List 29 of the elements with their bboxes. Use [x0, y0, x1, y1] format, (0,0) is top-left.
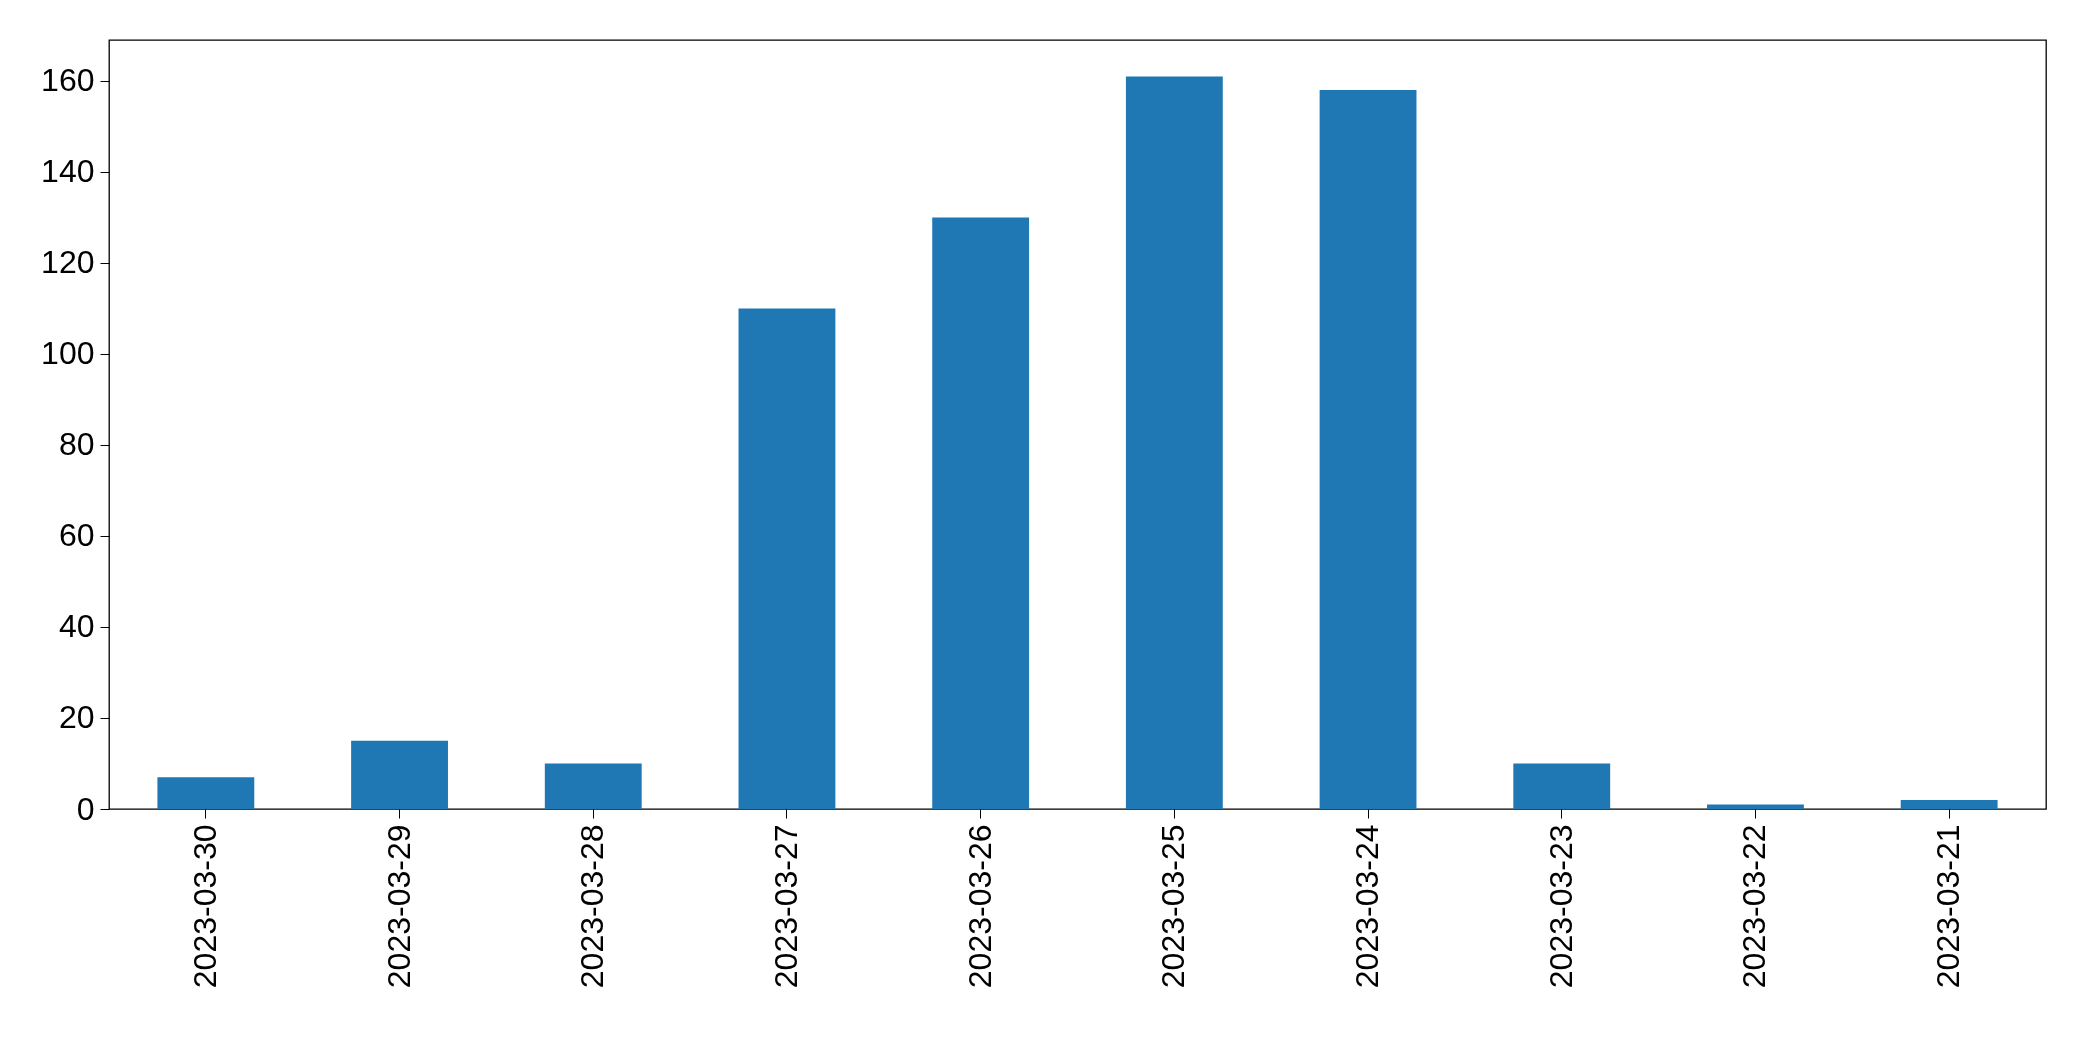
x-tick-label: 2023-03-29 — [380, 824, 417, 989]
y-tick-label: 80 — [58, 426, 95, 463]
x-tick-label: 2023-03-30 — [186, 824, 223, 989]
bar — [544, 763, 642, 809]
y-tick-label: 40 — [58, 608, 95, 645]
y-tick-label: 160 — [41, 62, 95, 99]
x-tick-label: 2023-03-25 — [1155, 824, 1192, 989]
y-tick-label: 20 — [58, 699, 95, 736]
x-tick-label: 2023-03-26 — [961, 824, 998, 989]
bar — [1125, 76, 1223, 809]
bar — [351, 740, 448, 809]
x-tick-label: 2023-03-23 — [1542, 824, 1579, 989]
x-tick-label: 2023-03-28 — [574, 824, 611, 989]
x-tick-label: 2023-03-24 — [1349, 824, 1386, 989]
bar — [157, 777, 255, 809]
x-tick-label: 2023-03-21 — [1930, 824, 1967, 989]
y-tick-label: 120 — [41, 244, 95, 281]
y-tick-label: 0 — [76, 790, 95, 827]
bar — [1900, 799, 1998, 809]
bar — [1319, 90, 1417, 809]
bar — [1513, 763, 1611, 809]
x-tick-label: 2023-03-22 — [1736, 824, 1773, 989]
x-tick-label: 2023-03-27 — [767, 824, 804, 989]
y-tick-label: 140 — [41, 153, 95, 190]
y-tick-label: 60 — [58, 517, 95, 554]
bar — [932, 217, 1030, 809]
bar — [1707, 804, 1804, 809]
y-tick-label: 100 — [41, 335, 95, 372]
bar — [738, 308, 836, 809]
